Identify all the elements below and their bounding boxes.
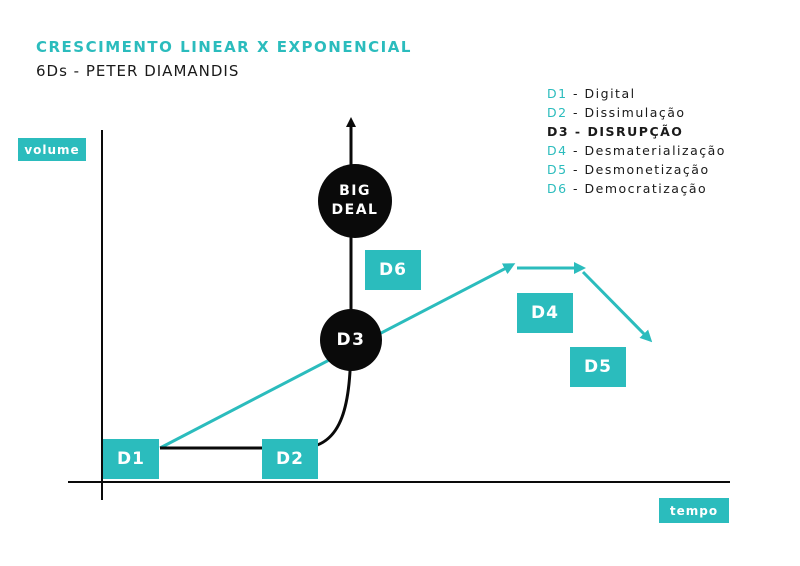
y-axis-label: volume bbox=[18, 138, 86, 161]
big-deal-circle: BIG DEAL bbox=[318, 164, 392, 238]
legend-code: D1 bbox=[547, 86, 568, 101]
legend-name: Democratização bbox=[584, 181, 708, 196]
legend-item-d5: D5 - Desmonetização bbox=[547, 162, 710, 177]
big-deal-line1: BIG bbox=[339, 183, 371, 199]
legend-item-d2: D2 - Dissimulação bbox=[547, 105, 686, 120]
decline-arrow bbox=[581, 270, 653, 343]
diagram-title: CRESCIMENTO LINEAR X EXPONENCIAL bbox=[36, 38, 412, 56]
legend: D1 - Digital D2 - Dissimulação D3 - DISR… bbox=[547, 84, 726, 198]
legend-code: D4 bbox=[547, 143, 568, 158]
legend-code: D5 bbox=[547, 162, 568, 177]
stage-d3-disruption: D3 bbox=[320, 309, 382, 371]
legend-item-d3: D3 - DISRUPÇÃO bbox=[547, 124, 684, 139]
legend-item-d6: D6 - Democratização bbox=[547, 181, 708, 196]
stage-d1: D1 bbox=[103, 439, 159, 479]
x-axis-label: tempo bbox=[659, 498, 729, 523]
legend-code: D2 bbox=[547, 105, 568, 120]
legend-code: D3 bbox=[547, 124, 570, 139]
stage-d4: D4 bbox=[517, 293, 573, 333]
legend-name: Digital bbox=[584, 86, 636, 101]
legend-name: Desmaterialização bbox=[584, 143, 726, 158]
stage-d5: D5 bbox=[570, 347, 626, 387]
legend-name: DISRUPÇÃO bbox=[587, 124, 684, 139]
legend-item-d1: D1 - Digital bbox=[547, 86, 636, 101]
stage-d6: D6 bbox=[365, 250, 421, 290]
diagram-subtitle: 6Ds - PETER DIAMANDIS bbox=[36, 62, 240, 80]
legend-name: Desmonetização bbox=[584, 162, 710, 177]
legend-code: D6 bbox=[547, 181, 568, 196]
legend-name: Dissimulação bbox=[584, 105, 686, 120]
stage-d2: D2 bbox=[262, 439, 318, 479]
big-deal-line2: DEAL bbox=[331, 202, 379, 218]
legend-item-d4: D4 - Desmaterialização bbox=[547, 143, 726, 158]
